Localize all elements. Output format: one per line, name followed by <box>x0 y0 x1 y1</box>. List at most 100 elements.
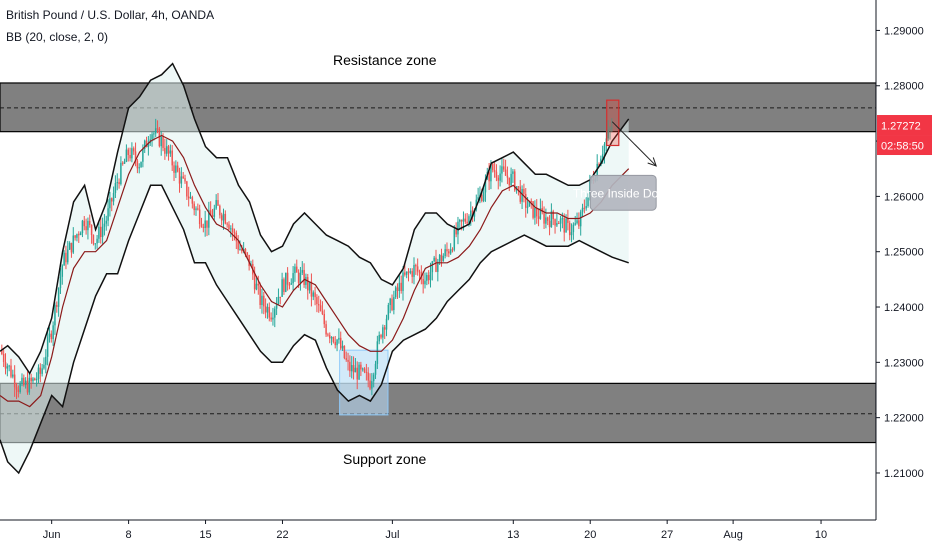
candle-body <box>336 339 338 346</box>
candle-body <box>35 379 38 381</box>
time-tick-label: 10 <box>815 529 827 541</box>
candle-body <box>457 221 459 235</box>
candle-body <box>46 337 49 357</box>
candle-body <box>26 380 29 393</box>
candle-body <box>147 143 150 148</box>
chart-title[interactable]: British Pound / U.S. Dollar, 4h, OANDA <box>6 8 215 22</box>
candle-body <box>65 252 67 263</box>
candle-body <box>114 183 117 194</box>
candle-body <box>545 217 547 224</box>
candle-body <box>552 211 554 220</box>
candle-body <box>160 136 162 147</box>
candle-body <box>327 334 329 336</box>
candle-body <box>556 223 558 226</box>
candle-body <box>1 350 3 354</box>
price-axis-panel <box>876 0 932 550</box>
candle-body <box>187 196 190 199</box>
candle-body <box>211 215 214 217</box>
candle-body <box>279 296 282 298</box>
time-tick-label: 27 <box>661 529 673 541</box>
candle-body <box>367 372 369 381</box>
candle-body <box>334 341 336 346</box>
candle-body <box>283 279 285 292</box>
candle-body <box>343 345 346 359</box>
candle-body <box>535 207 538 217</box>
candle-body <box>92 235 95 244</box>
candle-body <box>350 365 353 372</box>
candle-body <box>557 223 560 225</box>
candle-body <box>48 333 51 338</box>
candle-body <box>261 295 263 305</box>
candle-body <box>471 210 474 217</box>
candle-body <box>285 272 287 292</box>
time-axis-panel <box>0 520 932 550</box>
support-zone-label: Support zone <box>343 451 427 467</box>
candle-body <box>437 261 439 272</box>
candle-body <box>200 224 203 227</box>
candle-body <box>292 273 294 284</box>
candle-body <box>576 220 578 224</box>
candle-body <box>6 366 9 369</box>
candle-body <box>559 218 562 224</box>
candle-body <box>609 128 611 130</box>
candle-body <box>510 173 512 186</box>
candle-body <box>451 249 454 251</box>
candle-body <box>272 317 274 320</box>
candle-body <box>90 224 93 236</box>
candle-body <box>100 226 102 238</box>
candle-body <box>422 278 424 285</box>
time-tick-label: Aug <box>723 529 743 541</box>
last-price-tag <box>877 115 932 136</box>
candle-body <box>532 201 534 218</box>
candle-body <box>323 313 325 325</box>
candle-body <box>389 298 391 306</box>
candle-body <box>259 285 261 305</box>
candle-body <box>94 243 97 245</box>
candle-body <box>268 306 271 318</box>
candle-body <box>548 220 551 228</box>
candle-body <box>382 327 384 338</box>
candle-body <box>528 200 531 207</box>
indicator-legend[interactable]: BB (20, close, 2, 0) <box>6 30 109 44</box>
candle-body <box>87 220 89 231</box>
candle-body <box>164 147 166 154</box>
candle-body <box>385 318 388 330</box>
candle-body <box>416 266 419 272</box>
candle-body <box>523 189 525 194</box>
candle-body <box>30 377 32 382</box>
candle-body <box>120 162 122 185</box>
candle-body <box>514 171 516 191</box>
candle-body <box>17 389 20 393</box>
candle-body <box>607 129 609 139</box>
candle-body <box>499 173 501 181</box>
candle-body <box>156 128 159 130</box>
candle-body <box>140 161 142 168</box>
candle-body <box>195 208 197 211</box>
candle-body <box>352 365 355 373</box>
candle-body <box>204 220 206 229</box>
candle-body <box>426 274 428 281</box>
candle-body <box>534 207 536 218</box>
candle-body <box>554 219 556 226</box>
candle-body <box>264 306 267 313</box>
candle-body <box>473 209 476 217</box>
candle-body <box>13 374 16 388</box>
candle-body <box>543 212 545 224</box>
candle-body <box>125 149 128 162</box>
candle-body <box>184 178 186 182</box>
candle-body <box>208 210 210 228</box>
candle-body <box>568 222 571 236</box>
bollinger-lower-line <box>0 184 629 475</box>
candle-body <box>433 257 435 262</box>
candle-body <box>237 241 239 250</box>
candle-body <box>248 254 250 267</box>
candle-body <box>233 232 236 234</box>
candle-body <box>57 288 60 307</box>
candle-body <box>162 136 164 148</box>
candle-body <box>418 271 421 273</box>
candle-body <box>338 337 340 340</box>
candle-body <box>253 274 256 290</box>
candle-body <box>145 140 148 148</box>
candle-body <box>231 228 234 233</box>
